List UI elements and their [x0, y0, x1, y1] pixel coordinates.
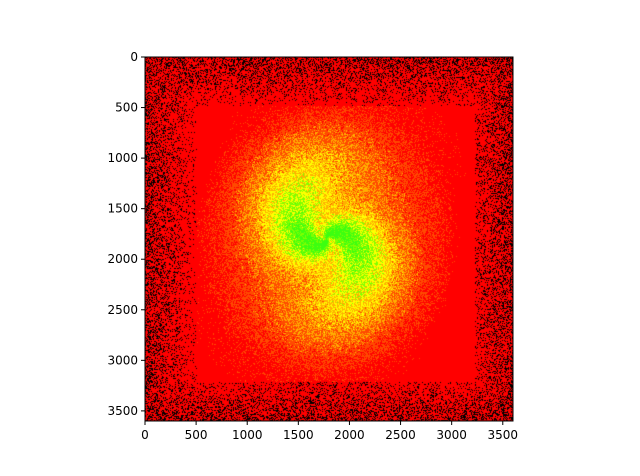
- x-axis: 0 500 1000 1500 2000 2500 3000 3500: [141, 421, 518, 442]
- galaxy-image: [145, 57, 513, 421]
- x-tick-label: 3000: [436, 428, 467, 442]
- y-tick-label: 1500: [107, 202, 138, 216]
- y-tick-label: 3500: [107, 404, 138, 418]
- x-tick-label: 0: [141, 428, 149, 442]
- x-tick-label: 3500: [488, 428, 519, 442]
- y-tick-label: 500: [115, 101, 138, 115]
- x-tick-label: 2000: [334, 428, 365, 442]
- y-tick-label: 3000: [107, 353, 138, 367]
- x-tick-label: 2500: [385, 428, 416, 442]
- y-tick-label: 2500: [107, 303, 138, 317]
- y-tick-label: 0: [130, 50, 138, 64]
- image-plot: [145, 57, 513, 421]
- x-tick-label: 1500: [283, 428, 314, 442]
- y-tick-label: 1000: [107, 151, 138, 165]
- y-axis: 0 500 1000 1500 2000 2500 3000 3500: [107, 50, 145, 418]
- axes-frame: [144, 56, 514, 422]
- x-tick-label: 1000: [232, 428, 263, 442]
- x-tick-label: 500: [185, 428, 208, 442]
- y-tick-label: 2000: [107, 252, 138, 266]
